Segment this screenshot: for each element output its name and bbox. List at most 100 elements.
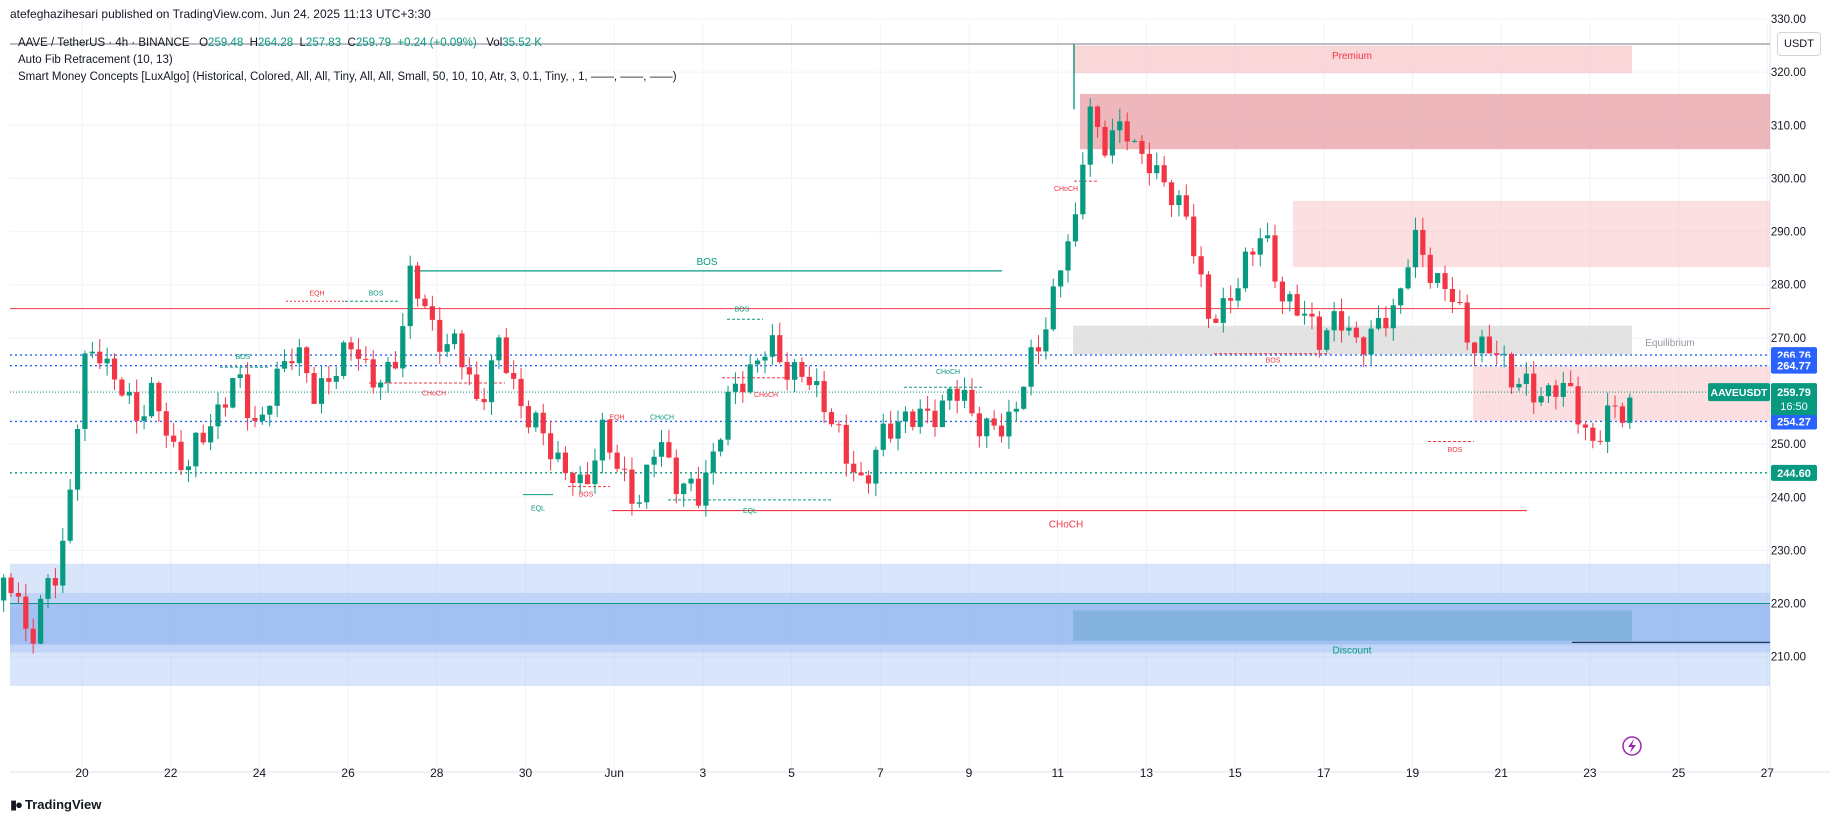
candle-body <box>67 489 73 541</box>
candle-body <box>998 425 1005 437</box>
ohlc-row: AAVE / TetherUS · 4h · BINANCE O259.48 H… <box>18 35 677 52</box>
candle-body <box>673 457 679 495</box>
candle-body <box>30 628 36 644</box>
x-tick-label: 30 <box>519 766 533 780</box>
y-tick-label: 300.00 <box>1771 173 1806 185</box>
candle-body <box>806 376 812 386</box>
candle-body <box>267 405 273 415</box>
y-tick-label: 280.00 <box>1771 280 1806 292</box>
candle-body <box>984 418 990 437</box>
candle-body <box>1102 126 1108 156</box>
x-tick-label: 7 <box>877 766 884 780</box>
candle-body <box>481 398 487 403</box>
tv-logo-icon: ▮● <box>10 797 23 812</box>
candle-body <box>444 344 450 352</box>
x-axis[interactable]: 20 22 24 26 28 30 Jun 3 5 7 9 11 13 15 17 19 21 23 25 27 <box>75 766 1774 780</box>
candle-body <box>607 419 613 453</box>
smc-zones <box>10 45 1770 686</box>
candle-body <box>769 335 775 357</box>
candle-body <box>1590 427 1596 441</box>
candle-body <box>1420 229 1426 255</box>
candle-body <box>141 416 147 421</box>
structure-label: BOS <box>369 290 384 297</box>
candle-body <box>1582 424 1589 428</box>
candle-body <box>1013 408 1019 412</box>
symbol-title[interactable]: AAVE / TetherUS · 4h · BINANCE <box>18 37 190 49</box>
candle-body <box>1117 121 1123 131</box>
candle-body <box>23 596 29 629</box>
x-tick-label: 3 <box>700 766 707 780</box>
y-axis[interactable]: 210.00220.00230.00240.00250.00260.00270.… <box>1771 14 1806 664</box>
y-tick-label: 220.00 <box>1771 599 1806 611</box>
tradingview-logo[interactable]: ▮● TradingView <box>10 797 101 813</box>
candle-body <box>1435 273 1441 283</box>
open-label: O <box>199 37 209 49</box>
candle-body <box>836 424 842 426</box>
candle-body <box>784 362 790 380</box>
candle-body <box>178 441 184 471</box>
candle-body <box>1050 286 1056 330</box>
x-tick-label: 13 <box>1140 766 1154 780</box>
candle-body <box>540 412 546 434</box>
candle-body <box>429 306 435 320</box>
candle-body <box>644 464 650 503</box>
candle-body <box>466 367 472 375</box>
structure-label: CHoCH <box>650 415 674 422</box>
candle-body <box>858 472 864 476</box>
candle-body <box>1235 288 1241 301</box>
candle-body <box>1338 311 1345 331</box>
structure-label: CHoCH <box>1049 520 1083 531</box>
structure-label: EQL <box>531 506 545 513</box>
candle-body <box>1131 140 1138 142</box>
candle-body <box>718 439 724 452</box>
candle-body <box>525 406 532 428</box>
candle-body <box>1220 298 1226 323</box>
candle-body <box>1619 406 1626 423</box>
candle-body <box>82 353 88 430</box>
candle-body <box>577 474 583 484</box>
structure-label: EQH <box>309 290 324 297</box>
candle-body <box>562 452 569 473</box>
candle-body <box>703 472 709 506</box>
candle-body <box>828 412 835 425</box>
candle-body <box>1486 336 1492 354</box>
candle-body <box>584 474 591 485</box>
premium-box <box>1073 45 1632 74</box>
candle-body <box>185 466 192 471</box>
candle-body <box>925 408 931 411</box>
candle-body <box>1597 440 1603 442</box>
price-tag <box>1771 464 1817 481</box>
candle-body <box>1361 337 1367 355</box>
x-tick-label: 25 <box>1672 766 1686 780</box>
y-tick-label: 330.00 <box>1771 14 1806 26</box>
x-tick-label: 23 <box>1583 766 1597 780</box>
y-tick-label: 290.00 <box>1771 227 1806 239</box>
indicator-fib[interactable]: Auto Fib Retracement (10, 13) <box>18 54 173 66</box>
equilibrium-box <box>1073 325 1632 355</box>
candle-body <box>222 404 228 408</box>
candle-body <box>104 358 110 364</box>
candle-body <box>1471 342 1478 354</box>
x-tick-label: 21 <box>1495 766 1509 780</box>
discount-block <box>10 592 1770 653</box>
indicator-smc[interactable]: Smart Money Concepts [LuxAlgo] (Historic… <box>18 71 677 83</box>
candle-body <box>126 392 132 396</box>
candle-body <box>1427 254 1433 283</box>
candle-body <box>1412 229 1419 268</box>
y-tick-label: 240.00 <box>1771 492 1806 504</box>
candle-body <box>1442 273 1448 289</box>
candle-body <box>880 423 886 450</box>
currency-button[interactable]: USDT <box>1777 32 1821 56</box>
candle-body <box>747 364 753 393</box>
candle-body <box>1250 251 1256 255</box>
candle-body <box>208 426 214 443</box>
candle-body <box>52 578 58 586</box>
candle-body <box>318 378 325 404</box>
candle-body <box>976 413 982 437</box>
candle-body <box>865 475 872 484</box>
candle-body <box>1287 294 1293 302</box>
structure-label: EQL <box>743 508 757 515</box>
candle-body <box>1154 165 1160 174</box>
candle-body <box>636 502 642 504</box>
